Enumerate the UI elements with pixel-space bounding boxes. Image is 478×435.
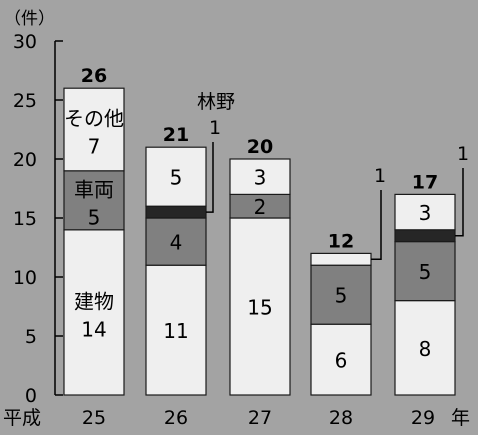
forest-series-label: 林野 xyxy=(197,91,235,113)
bar-segment xyxy=(394,241,456,302)
x-tick-label: 27 xyxy=(248,407,272,429)
y-tick-label: 0 xyxy=(25,385,37,407)
y-tick-label: 10 xyxy=(13,267,37,289)
y-tick-label: 20 xyxy=(13,149,37,171)
bar-segment xyxy=(145,146,207,207)
x-tick-label: 29 xyxy=(411,407,435,429)
segment-value-label: 3 xyxy=(419,201,432,225)
segment-category-label: 建物 xyxy=(74,289,114,313)
x-tick-label: 26 xyxy=(164,407,188,429)
segment-value-label: 7 xyxy=(88,135,101,159)
bar-segment xyxy=(394,300,456,396)
y-tick-label: 25 xyxy=(13,90,37,112)
segment-value-label: 5 xyxy=(335,284,348,308)
bar-segment xyxy=(63,87,125,172)
bar-segment xyxy=(145,264,207,396)
segment-value-label: 3 xyxy=(254,166,267,190)
x-tick-label: 25 xyxy=(82,407,106,429)
segment-value-label: 5 xyxy=(88,205,101,229)
bar-segment xyxy=(310,323,372,396)
bar-segment xyxy=(394,193,456,231)
x-axis-prefix: 平成 xyxy=(3,407,41,429)
segment-value-label: 5 xyxy=(419,260,432,284)
x-tick-label: 28 xyxy=(329,407,353,429)
callout-label-26: 1 xyxy=(209,117,221,139)
callout-leader-28 xyxy=(371,190,382,261)
bar-segment xyxy=(310,252,372,266)
bar-segment xyxy=(145,205,207,219)
y-tick-label: 5 xyxy=(25,326,37,348)
bar-segment xyxy=(145,217,207,266)
y-tick-label: 30 xyxy=(13,31,37,53)
bar-total-label: 12 xyxy=(328,230,354,252)
y-axis-unit: （件） xyxy=(4,9,55,29)
bar-total-label: 17 xyxy=(412,171,438,193)
segment-value-label: 14 xyxy=(81,317,106,341)
y-tick-label: 15 xyxy=(13,208,37,230)
segment-value-label: 2 xyxy=(254,195,267,219)
x-axis-suffix: 年 xyxy=(451,407,470,429)
segment-value-label: 8 xyxy=(419,337,432,361)
callout-label-29: 1 xyxy=(457,143,469,165)
callout-leader-29 xyxy=(455,168,464,237)
bar-total-label: 26 xyxy=(81,65,107,87)
segment-value-label: 4 xyxy=(170,231,183,255)
bar-segment xyxy=(394,229,456,243)
callout-leader-26 xyxy=(206,142,214,213)
segment-category-label: その他 xyxy=(64,107,124,131)
segment-value-label: 5 xyxy=(170,166,183,190)
segment-value-label: 15 xyxy=(247,296,272,320)
callout-label-28: 1 xyxy=(374,165,386,187)
bar-total-label: 21 xyxy=(163,124,189,146)
bar-segment xyxy=(63,170,125,231)
bar-total-label: 20 xyxy=(247,136,273,158)
segment-category-label: 車両 xyxy=(74,177,114,201)
bar-segment xyxy=(310,264,372,325)
bar-segment xyxy=(229,158,291,196)
segment-value-label: 11 xyxy=(163,319,188,343)
bar-segment xyxy=(63,229,125,396)
segment-value-label: 6 xyxy=(335,349,348,373)
